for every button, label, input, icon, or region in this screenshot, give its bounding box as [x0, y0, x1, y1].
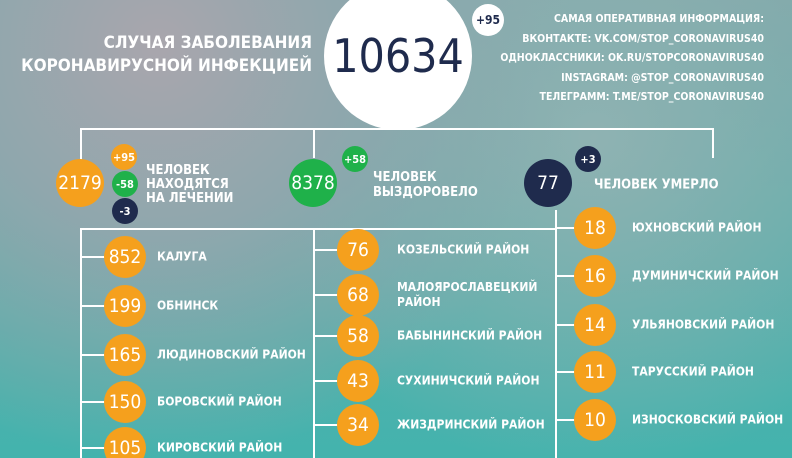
district-name: КАЛУГА [157, 250, 207, 265]
district-count: 150 [104, 381, 146, 423]
total-delta-badge: +95 [472, 4, 504, 36]
died-delta: +3 [575, 146, 601, 172]
district-count: 34 [337, 404, 379, 446]
district-name-line: ЖИЗДРИНСКИЙ РАЙОН [397, 417, 545, 432]
connector [555, 210, 557, 458]
label-line: ВЫЗДОРОВЕЛО [373, 185, 478, 200]
treatment-delta-new: +95 [111, 144, 137, 170]
recovered-circle: 8378 [289, 159, 337, 207]
district-count: 165 [104, 334, 146, 376]
district-count: 18 [574, 207, 616, 249]
district-count: 68 [337, 274, 379, 316]
treatment-delta-died: -3 [112, 198, 138, 224]
district-name: ЛЮДИНОВСКИЙ РАЙОН [157, 348, 306, 363]
district-name: ДУМИНИЧСКИЙ РАЙОН [632, 269, 779, 284]
died-label: ЧЕЛОВЕК УМЕРЛО [594, 177, 719, 193]
district-count: 11 [574, 351, 616, 393]
connector [315, 424, 358, 426]
district-name: КИРОВСКИЙ РАЙОН [157, 441, 282, 456]
district-name: МАЛОЯРОСЛАВЕЦКИЙ РАЙОН [397, 280, 537, 310]
connector [80, 228, 555, 230]
treatment-delta-recovered: -58 [112, 171, 138, 197]
district-name-line: ОБНИНСК [157, 298, 219, 313]
connector [82, 447, 125, 449]
recovered-label: ЧЕЛОВЕК ВЫЗДОРОВЕЛО [373, 170, 478, 200]
treatment-label: ЧЕЛОВЕК НАХОДЯТСЯ НА ЛЕЧЕНИИ [146, 164, 233, 206]
district-name: ЖИЗДРИНСКИЙ РАЙОН [397, 418, 545, 433]
connector [315, 294, 358, 296]
district-count: 10 [574, 399, 616, 441]
district-name-line: РАЙОН [397, 295, 441, 309]
district-name-line: ЮХНОВСКИЙ РАЙОН [632, 220, 762, 235]
district-name-line: СУХИНИЧСКИЙ РАЙОН [397, 373, 540, 388]
connector [80, 128, 82, 168]
connector [80, 228, 82, 458]
connector [313, 128, 315, 158]
connector [82, 256, 125, 258]
died-circle: 77 [524, 159, 572, 207]
district-name-line: ДУМИНИЧСКИЙ РАЙОН [632, 268, 779, 283]
district-count: 16 [574, 255, 616, 297]
district-name-line: ЛЮДИНОВСКИЙ РАЙОН [157, 347, 306, 362]
treatment-circle: 2179 [56, 159, 104, 207]
connector [82, 401, 125, 403]
info-line: САМАЯ ОПЕРАТИВНАЯ ИНФОРМАЦИЯ: [553, 13, 764, 25]
district-name-line: БАБЫНИНСКИЙ РАЙОН [397, 328, 543, 343]
district-name: КОЗЕЛЬСКИЙ РАЙОН [397, 243, 529, 258]
title-line: СЛУЧАЯ ЗАБОЛЕВАНИЯ [103, 33, 312, 53]
district-name: УЛЬЯНОВСКИЙ РАЙОН [632, 318, 774, 333]
connector [313, 228, 315, 458]
district-name-line: УЛЬЯНОВСКИЙ РАЙОН [632, 317, 775, 332]
district-name-line: ИЗНОСКОВСКИЙ РАЙОН [632, 412, 784, 427]
label-line: НАХОДЯТСЯ [146, 177, 229, 192]
connector [712, 128, 714, 158]
district-name: БАБЫНИНСКИЙ РАЙОН [397, 329, 542, 344]
district-name: СУХИНИЧСКИЙ РАЙОН [397, 374, 540, 389]
total-circle: 10634 [324, 0, 472, 130]
district-count: 852 [104, 236, 146, 278]
district-name-line: БОРОВСКИЙ РАЙОН [157, 394, 282, 409]
district-count: 43 [337, 360, 379, 402]
info-line: ТЕЛЕГРАММ: T.ME/STOP_CORONAVIRUS40 [539, 91, 764, 103]
district-name-line: КИРОВСКИЙ РАЙОН [157, 440, 283, 455]
district-name-line: МАЛОЯРОСЛАВЕЦКИЙ [397, 280, 538, 294]
district-name: ТАРУССКИЙ РАЙОН [632, 365, 754, 380]
info-line: INSTAGRAM: @STOP_CORONAVIRUS40 [561, 71, 764, 84]
district-name-line: ТАРУССКИЙ РАЙОН [632, 364, 754, 379]
label-line: ЧЕЛОВЕК [373, 170, 437, 185]
label-line: НА ЛЕЧЕНИИ [146, 191, 234, 206]
title-line: КОРОНАВИРУСНОЙ ИНФЕКЦИЕЙ [21, 56, 312, 76]
connector [315, 335, 358, 337]
district-count: 199 [104, 285, 146, 327]
district-name: ЮХНОВСКИЙ РАЙОН [632, 221, 762, 236]
connector [315, 380, 358, 382]
district-count: 14 [574, 304, 616, 346]
district-count: 58 [337, 315, 379, 357]
contact-info: САМАЯ ОПЕРАТИВНАЯ ИНФОРМАЦИЯ: ВКОНТАКТЕ:… [500, 10, 764, 108]
district-name-line: КОЗЕЛЬСКИЙ РАЙОН [397, 242, 530, 257]
connector [82, 305, 125, 307]
connector [315, 249, 358, 251]
recovered-delta: +58 [342, 146, 368, 172]
district-name-line: КАЛУГА [157, 249, 207, 264]
label-line: ЧЕЛОВЕК [146, 163, 210, 178]
connector [80, 128, 714, 130]
connector [82, 354, 125, 356]
district-count: 105 [104, 427, 146, 458]
title: СЛУЧАЯ ЗАБОЛЕВАНИЯ КОРОНАВИРУСНОЙ ИНФЕКЦ… [21, 32, 312, 78]
info-line: ОДНОКЛАССНИКИ: OK.RU/STOPCORONAVIRUS40 [500, 52, 764, 64]
district-name: ОБНИНСК [157, 299, 218, 314]
info-line: ВКОНТАКТЕ: VK.COM/STOP_CORONAVIRUS40 [522, 32, 764, 45]
district-name: ИЗНОСКОВСКИЙ РАЙОН [632, 413, 783, 428]
district-count: 76 [337, 229, 379, 271]
district-name: БОРОВСКИЙ РАЙОН [157, 395, 282, 410]
